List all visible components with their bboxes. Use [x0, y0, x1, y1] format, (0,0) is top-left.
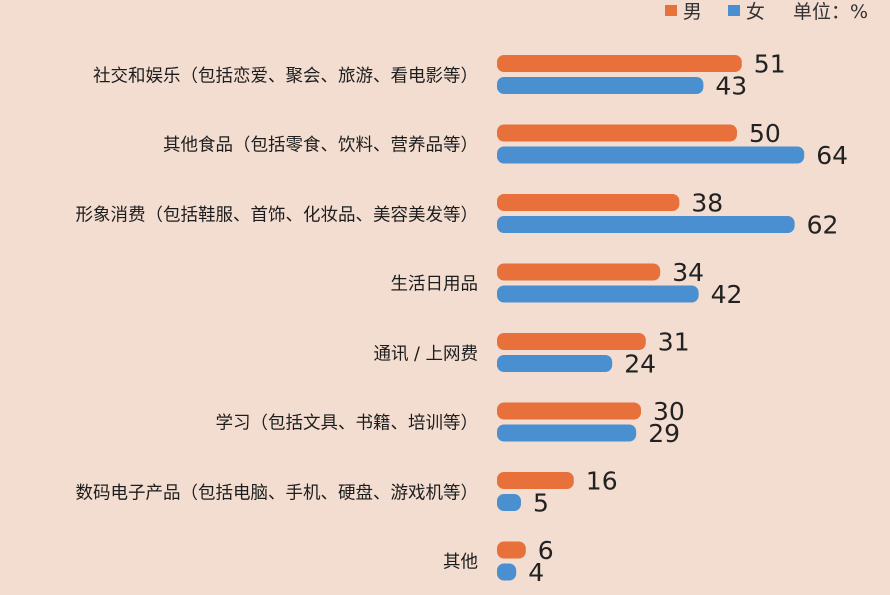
legend-female-swatch [727, 4, 740, 16]
value-label-male: 6 [538, 536, 554, 565]
value-label-male: 50 [749, 119, 781, 148]
category-label: 社交和娱乐（包括恋爱、聚会、旅游、看电影等） [93, 66, 478, 86]
bar-male [497, 194, 680, 211]
bar-female [497, 77, 704, 94]
value-label-male: 34 [672, 258, 704, 287]
category-label: 其他食品（包括零食、饮料、营养品等） [163, 135, 478, 156]
bar-male [497, 402, 641, 420]
value-label-male: 30 [653, 397, 685, 426]
value-label-female: 42 [711, 280, 743, 309]
category-label: 通讯 / 上网费 [373, 344, 478, 364]
bar-female [497, 494, 521, 511]
bar-male [497, 472, 574, 489]
value-label-female: 4 [528, 558, 544, 587]
legend-female-label: 女 [745, 0, 765, 23]
value-label-female: 29 [648, 419, 680, 448]
value-label-female: 5 [533, 489, 549, 518]
legend-male-swatch [664, 4, 677, 16]
value-label-female: 64 [816, 141, 848, 170]
category-label: 数码电子产品（包括电脑、手机、硬盘、游戏机等） [75, 483, 479, 503]
bar-female [497, 146, 805, 164]
value-label-male: 16 [586, 467, 618, 496]
bar-female [497, 355, 613, 372]
unit-label: 单位：% [792, 0, 868, 23]
value-label-female: 62 [807, 211, 839, 240]
value-label-male: 31 [658, 328, 690, 357]
bar-male [497, 333, 646, 350]
category-label: 形象消费（包括鞋服、首饰、化妆品、美容美发等） [75, 205, 479, 225]
bar-male [497, 55, 742, 72]
bar-female [497, 563, 517, 581]
value-label-male: 38 [691, 189, 723, 218]
bar-male [497, 541, 526, 559]
bar-female [497, 285, 699, 303]
legend-male-label: 男 [682, 0, 702, 23]
bar-male [497, 263, 661, 281]
value-label-female: 24 [624, 350, 656, 379]
bar-female [497, 216, 795, 233]
legend: 男 女 单位：% [664, 0, 868, 23]
category-label: 生活日用品 [390, 274, 479, 295]
value-label-male: 51 [754, 50, 786, 79]
value-label-female: 43 [715, 72, 747, 101]
bar-female [497, 424, 637, 442]
category-label: 其他 [443, 552, 478, 573]
category-label: 学习（包括文具、书籍、培训等） [215, 413, 479, 434]
bar-male [497, 124, 737, 142]
